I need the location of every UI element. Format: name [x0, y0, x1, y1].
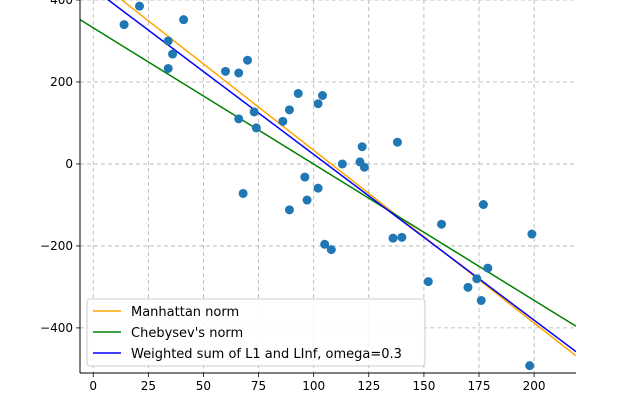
data-point — [251, 123, 261, 133]
data-point — [476, 295, 486, 305]
legend-label: Weighted sum of L1 and LInf, omega=0.3 — [131, 347, 402, 362]
axes — [79, 0, 576, 374]
data-point — [437, 219, 447, 229]
data-point — [135, 1, 145, 11]
x-tick-label: 175 — [468, 379, 491, 393]
data-point — [472, 274, 482, 284]
x-tick-label: 25 — [141, 379, 156, 393]
x-tick-label: 50 — [196, 379, 211, 393]
data-point — [357, 142, 367, 152]
data-point — [525, 361, 535, 371]
x-tick-label: 75 — [251, 379, 266, 393]
x-tick-label: 100 — [302, 379, 325, 393]
y-tick-label: −400 — [40, 321, 73, 335]
fit-line — [107, 0, 576, 353]
data-point — [220, 66, 230, 76]
data-point — [326, 245, 336, 255]
data-point — [392, 137, 402, 147]
x-axis-ticks: 0 25 50 75 100 125 150 175 200 — [89, 373, 546, 393]
y-axis-ticks: −400 −200 0 200 400 — [40, 0, 80, 335]
data-point — [284, 205, 294, 215]
y-tick-label: 0 — [65, 157, 73, 171]
data-point — [527, 229, 537, 239]
data-point — [397, 232, 407, 242]
legend-label: Chebysev's norm — [131, 326, 243, 341]
data-point — [168, 49, 178, 59]
data-point — [243, 55, 253, 65]
data-point — [278, 116, 288, 126]
data-point — [302, 195, 312, 205]
data-point — [478, 200, 488, 210]
data-point — [234, 114, 244, 124]
legend-box — [86, 298, 426, 367]
x-tick-label: 125 — [357, 379, 380, 393]
y-tick-label: 400 — [50, 0, 73, 7]
fit-line — [80, 19, 576, 327]
data-point — [423, 277, 433, 287]
data-point — [317, 91, 327, 101]
y-tick-label: 200 — [50, 75, 73, 89]
x-tick-label: 200 — [523, 379, 546, 393]
data-point — [249, 107, 259, 117]
x-tick-label: 150 — [412, 379, 435, 393]
data-point — [163, 36, 173, 46]
data-point — [313, 99, 323, 109]
x-tick-label: 0 — [89, 379, 97, 393]
data-point — [300, 172, 310, 182]
data-point — [388, 233, 398, 243]
data-point — [179, 15, 189, 25]
data-point — [163, 63, 173, 73]
data-point — [238, 188, 248, 198]
data-point — [313, 183, 323, 193]
data-point — [119, 20, 129, 30]
data-points — [119, 1, 537, 371]
legend-label: Manhattan norm — [131, 305, 239, 320]
data-point — [234, 68, 244, 78]
legend: Manhattan norm Chebysev's norm Weighted su… — [86, 298, 426, 367]
data-point — [483, 263, 493, 273]
y-tick-label: −200 — [40, 239, 73, 253]
data-point — [337, 159, 347, 169]
data-point — [320, 239, 330, 249]
data-point — [463, 282, 473, 292]
fit-line — [120, 0, 576, 357]
data-point — [284, 105, 294, 115]
data-point — [293, 88, 303, 98]
data-point — [359, 162, 369, 172]
fit-lines — [80, 0, 576, 357]
